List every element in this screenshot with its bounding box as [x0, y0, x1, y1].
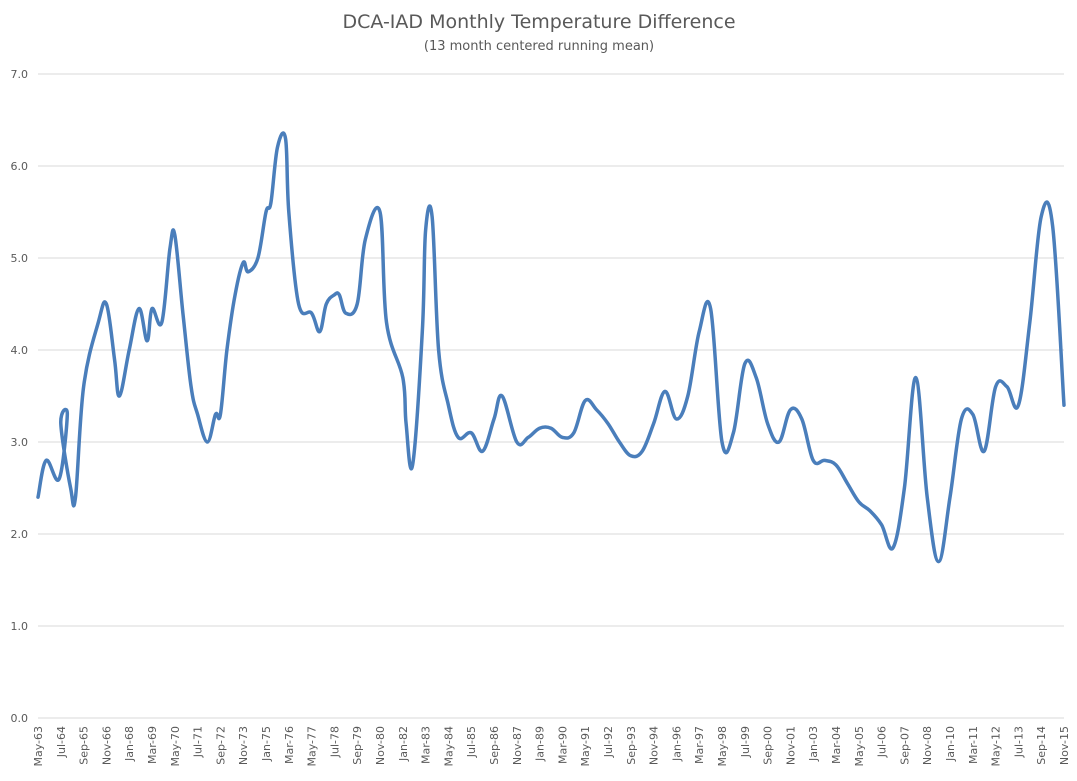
- x-tick-label: Mar-83: [420, 726, 433, 764]
- x-tick-label: Sep-93: [625, 726, 638, 765]
- x-tick-label: Jan-03: [807, 726, 820, 762]
- x-tick-label: Sep-86: [488, 726, 501, 765]
- x-tick-label: Sep-72: [214, 726, 227, 765]
- series-layer: [36, 131, 1066, 564]
- x-tick-label: Jul-06: [876, 726, 889, 758]
- x-tick-label: Nov-01: [784, 726, 797, 765]
- x-tick-label: Sep-14: [1035, 726, 1048, 765]
- chart-subtitle: (13 month centered running mean): [424, 39, 654, 54]
- x-tick-label: Mar-69: [146, 726, 159, 764]
- x-tick-label: Jul-99: [739, 726, 752, 758]
- x-tick-label: Jan-10: [944, 726, 957, 762]
- y-tick-label: 2.0: [11, 528, 29, 541]
- x-tick-label: Jan-68: [123, 726, 136, 762]
- x-tick-label: Jan-82: [397, 726, 410, 762]
- x-tick-label: May-77: [306, 726, 319, 767]
- x-tick-label: Nov-94: [648, 726, 661, 765]
- x-tick-label: Mar-04: [830, 726, 843, 764]
- x-tick-label: Jan-96: [670, 726, 683, 762]
- x-tick-label: Nov-87: [511, 726, 524, 765]
- x-tick-label: Sep-07: [898, 726, 911, 765]
- x-tick-label: May-05: [853, 726, 866, 767]
- y-tick-label: 7.0: [11, 68, 29, 81]
- x-axis-ticks: May-63 Jul-64 Sep-65 Nov-66 Jan-68 Mar-69 May-…: [32, 726, 1071, 767]
- x-tick-label: May-63: [32, 726, 45, 767]
- x-tick-label: May-12: [990, 726, 1003, 767]
- x-tick-label: Jan-89: [534, 726, 547, 762]
- x-tick-label: Nov-08: [921, 726, 934, 765]
- x-tick-label: Jul-13: [1012, 726, 1025, 758]
- x-tick-label: May-70: [169, 726, 182, 767]
- y-tick-label: 1.0: [11, 620, 29, 633]
- y-tick-label: 3.0: [11, 436, 29, 449]
- x-tick-label: May-98: [716, 726, 729, 767]
- y-tick-label: 6.0: [11, 160, 29, 173]
- y-axis-ticks: 0.0 1.0 2.0 3.0 4.0 5.0 6.0 7.0: [11, 68, 29, 725]
- x-tick-label: Jul-92: [602, 726, 615, 758]
- x-tick-label: Sep-79: [351, 726, 364, 765]
- y-tick-label: 0.0: [11, 712, 29, 725]
- x-tick-label: Sep-65: [78, 726, 91, 765]
- x-tick-label: Jul-78: [328, 726, 341, 758]
- x-tick-label: Jul-64: [55, 726, 68, 758]
- y-tick-label: 4.0: [11, 344, 29, 357]
- x-tick-label: Jul-85: [465, 726, 478, 758]
- x-tick-label: Nov-80: [374, 726, 387, 765]
- x-tick-label: Nov-15: [1058, 726, 1071, 765]
- chart-title: DCA-IAD Monthly Temperature Difference: [342, 11, 735, 33]
- x-tick-label: Sep-00: [762, 726, 775, 765]
- x-tick-label: Jan-75: [260, 726, 273, 762]
- y-tick-label: 5.0: [11, 252, 29, 265]
- x-tick-label: Nov-73: [237, 726, 250, 765]
- x-tick-label: Mar-11: [967, 726, 980, 764]
- x-tick-label: May-84: [442, 726, 455, 767]
- x-tick-label: May-91: [579, 726, 592, 767]
- x-tick-label: Mar-90: [556, 726, 569, 764]
- x-tick-label: Jul-71: [192, 726, 205, 758]
- series-line: [36, 131, 1066, 564]
- x-tick-label: Mar-97: [693, 726, 706, 764]
- x-tick-label: Nov-66: [100, 726, 113, 765]
- x-tick-label: Mar-76: [283, 726, 296, 764]
